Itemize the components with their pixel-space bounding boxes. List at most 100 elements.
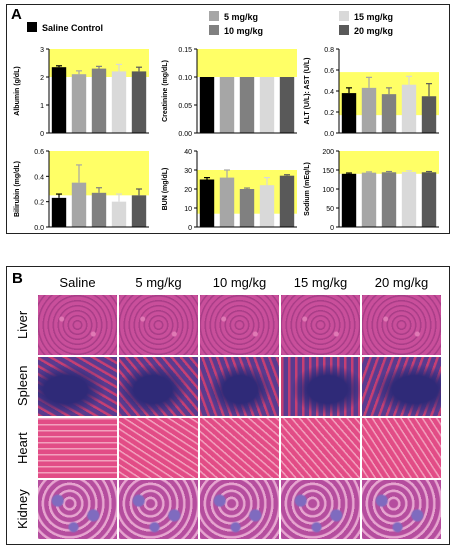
legend-label: 10 mg/kg [224, 26, 264, 36]
legend-swatch [339, 25, 349, 35]
panel-a-letter: A [11, 6, 22, 23]
y-tick-label: 0.6 [324, 68, 334, 75]
y-tick-label: 0.2 [34, 200, 44, 207]
histology-image [37, 417, 118, 479]
histology-image [37, 294, 118, 356]
y-tick-label: 100 [322, 187, 334, 194]
y-tick-label: 40 [184, 149, 192, 156]
histology-image [361, 417, 442, 479]
bar [341, 93, 357, 133]
bar [421, 172, 437, 227]
bar [71, 74, 87, 133]
legend-20mg: 20 mg/kg [339, 25, 393, 36]
y-tick-label: 0.05 [178, 103, 192, 110]
bar [131, 71, 147, 133]
histology-image [199, 417, 280, 479]
y-axis-label: ALT (U/L): AST (U/L) [304, 58, 311, 125]
bar [131, 195, 147, 227]
legend-swatch [339, 11, 349, 21]
y-axis-label: Bilirubin (mg/dL) [14, 161, 21, 217]
legend-swatch [209, 11, 219, 21]
bar [361, 172, 377, 227]
y-tick-label: 1 [40, 103, 44, 110]
histology-image [118, 294, 199, 356]
y-tick-label: 0.6 [34, 149, 44, 156]
bar [51, 197, 67, 227]
y-tick-label: 2 [40, 75, 44, 82]
bar [91, 192, 107, 227]
histology-image [118, 417, 199, 479]
bar [361, 87, 377, 133]
row-header: Heart [15, 431, 30, 464]
histology-image [280, 417, 361, 479]
bar [381, 94, 397, 133]
y-tick-label: 0 [40, 131, 44, 138]
y-tick-label: 20 [184, 187, 192, 194]
histology-image [118, 478, 199, 540]
column-header: 10 mg/kg [212, 275, 267, 290]
histology-image [361, 478, 442, 540]
bar [421, 96, 437, 133]
y-tick-label: 10 [184, 206, 192, 213]
y-tick-label: 150 [322, 168, 334, 175]
bar [91, 68, 107, 133]
y-axis-label: BUN (mg/dL) [162, 168, 169, 211]
y-tick-label: 200 [322, 149, 334, 156]
bar [219, 77, 235, 133]
y-tick-label: 0.10 [178, 75, 192, 82]
bar [199, 179, 215, 227]
bar [199, 77, 215, 133]
legend-label: 15 mg/kg [354, 12, 394, 22]
bar [239, 77, 255, 133]
normal-range-band [197, 49, 297, 77]
y-tick-label: 0.15 [178, 47, 192, 54]
bar [401, 171, 417, 227]
legend-label: 20 mg/kg [354, 26, 394, 36]
y-tick-label: 0.8 [324, 47, 334, 54]
bar [401, 84, 417, 133]
histology-image [361, 294, 442, 356]
bar [381, 172, 397, 227]
bar [341, 173, 357, 227]
histology-image [199, 355, 280, 417]
y-tick-label: 0 [188, 225, 192, 232]
y-axis-label: Albumin (g/dL) [14, 66, 21, 115]
panel-b: B Saline 5 mg/kg 10 mg/kg 15 mg/kg 20 mg/kg L… [6, 266, 450, 545]
bar [259, 185, 275, 227]
bar [259, 77, 275, 133]
bar [71, 182, 87, 227]
normal-range-band [339, 151, 439, 174]
legend-saline: Saline Control [27, 22, 103, 33]
y-tick-label: 0.0 [324, 131, 334, 138]
histology-image [280, 478, 361, 540]
column-header: 5 mg/kg [135, 275, 182, 290]
y-tick-label: 0.2 [324, 110, 334, 117]
legend-swatch [27, 22, 37, 32]
y-tick-label: 0.4 [34, 174, 44, 181]
bar [111, 201, 127, 227]
histology-image [199, 478, 280, 540]
y-tick-label: 0.00 [178, 131, 192, 138]
y-tick-label: 0 [330, 225, 334, 232]
y-tick-label: 30 [184, 168, 192, 175]
panel-b-letter: B [12, 270, 23, 287]
row-header: Spleen [15, 365, 30, 407]
y-axis-label: Sodium (mEq/L) [304, 162, 311, 216]
legend-5mg: 5 mg/kg [209, 11, 258, 22]
row-header: Kidney [15, 489, 30, 530]
y-tick-label: 3 [40, 47, 44, 54]
histology-image [361, 355, 442, 417]
bar [279, 175, 295, 227]
histology-image [37, 355, 118, 417]
bar [219, 177, 235, 227]
y-tick-label: 0.0 [34, 225, 44, 232]
legend-10mg: 10 mg/kg [209, 25, 263, 36]
bar [51, 67, 67, 133]
bar [111, 71, 127, 133]
column-header: Saline [59, 275, 96, 290]
y-tick-label: 50 [326, 206, 334, 213]
histology-image [280, 294, 361, 356]
bar [279, 77, 295, 133]
legend-15mg: 15 mg/kg [339, 11, 393, 22]
